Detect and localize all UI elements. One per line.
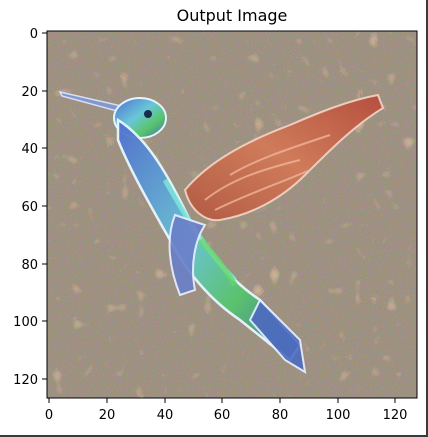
window-edge-bottom — [0, 435, 428, 437]
x-tick-label: 20 — [99, 408, 116, 423]
output-image — [47, 31, 417, 398]
y-axis: 0 20 40 60 80 100 120 — [13, 27, 47, 388]
x-tick-label: 40 — [157, 408, 174, 423]
y-tick-label: 100 — [13, 315, 38, 330]
y-tick-label: 20 — [21, 85, 38, 100]
y-tick-label: 120 — [13, 373, 38, 388]
window-edge-right — [426, 0, 428, 437]
bird-eye — [144, 110, 152, 118]
bird-wing-feathers — [204, 134, 331, 211]
y-tick-label: 80 — [21, 258, 38, 273]
bird-green-accent — [197, 237, 238, 287]
bird-tail — [248, 298, 307, 374]
plot-title: Output Image — [176, 6, 288, 25]
bird-wing-upper — [183, 93, 385, 222]
y-tick-label: 40 — [21, 142, 38, 157]
x-tick-label: 60 — [214, 408, 231, 423]
y-tick-label: 60 — [21, 200, 38, 215]
plot-frame — [46, 30, 418, 399]
bird-wing-lower — [168, 213, 207, 297]
y-tick-label: 0 — [30, 27, 38, 42]
x-tick-label: 100 — [326, 408, 351, 423]
x-tick-label: 120 — [383, 408, 408, 423]
x-tick-label: 0 — [45, 408, 53, 423]
x-tick-label: 80 — [272, 408, 289, 423]
x-axis: 0 20 40 60 80 100 120 — [45, 398, 408, 423]
